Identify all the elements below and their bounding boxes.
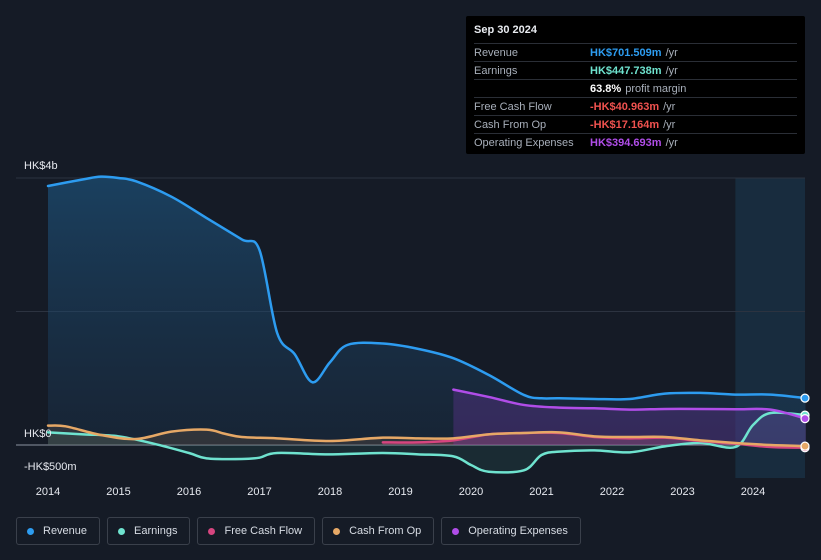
x-tick-label: 2023 <box>670 486 694 498</box>
legend-label: Revenue <box>43 525 88 537</box>
tooltip-row-unit: /yr <box>663 100 676 113</box>
tooltip-row-label: Free Cash Flow <box>474 100 552 113</box>
tooltip-row-unit: /yr <box>665 136 678 149</box>
tooltip-date: Sep 30 2024 <box>474 24 537 36</box>
revenue-area <box>48 176 806 445</box>
revenue-line <box>46 175 808 401</box>
x-tick-label: 2020 <box>459 486 483 498</box>
x-tick-label: 2022 <box>600 486 624 498</box>
tooltip-row-label: Operating Expenses <box>474 136 574 149</box>
legend-label: Free Cash Flow <box>224 525 303 537</box>
legend-dot-icon <box>208 527 216 535</box>
legend-item-cash-from-op[interactable]: Cash From Op <box>322 517 435 545</box>
y-axis-label-zero: HK$0 <box>24 428 52 440</box>
x-tick-label: 2016 <box>177 486 201 498</box>
tooltip-row: Cash From Op -HK$17.164m/yr <box>474 115 797 133</box>
x-tick-label: 2014 <box>36 486 60 498</box>
legend-dot-icon <box>118 527 126 535</box>
legend-dot-icon <box>452 527 460 535</box>
tooltip-row-value: HK$447.738m <box>590 64 662 77</box>
tooltip-row: 63.8% profit margin <box>474 79 797 97</box>
operating-expenses-line <box>452 388 808 420</box>
legend-label: Earnings <box>134 525 178 537</box>
legend-dot-icon <box>27 527 34 535</box>
revenue-end-marker <box>800 393 810 403</box>
legend-item-operating-expenses[interactable]: Operating Expenses <box>441 517 581 545</box>
tooltip-row-value: HK$701.509m <box>590 46 662 59</box>
cash-from-op-line <box>46 424 808 448</box>
tooltip-row-label: Earnings <box>474 64 518 77</box>
tooltip-panel: Sep 30 2024 Revenue HK$701.509m/yr Earning… <box>466 16 805 154</box>
legend-item-earnings[interactable]: Earnings <box>107 517 191 545</box>
x-tick-label: 2018 <box>318 486 342 498</box>
tooltip-row-value: -HK$40.963m <box>590 100 660 113</box>
tooltip-row-unit: /yr <box>665 64 678 77</box>
tooltip-row-unit: /yr <box>663 118 676 131</box>
tooltip-row-unit: /yr <box>665 46 678 59</box>
tooltip-row-value: 63.8% <box>590 82 622 95</box>
legend-item-free-cash-flow[interactable]: Free Cash Flow <box>197 517 316 545</box>
x-tick-label: 2015 <box>106 486 130 498</box>
cash-from-op-end-marker <box>800 441 810 451</box>
legend-dot-icon <box>333 527 341 535</box>
legend-label: Operating Expenses <box>468 525 568 537</box>
operating-expenses-end-marker <box>800 414 810 424</box>
tooltip-row: Earnings HK$447.738m/yr <box>474 61 797 79</box>
legend: Revenue Earnings Free Cash Flow Cash From O… <box>16 517 581 545</box>
y-axis-label-bottom: -HK$500m <box>24 461 77 473</box>
tooltip-row: Free Cash Flow -HK$40.963m/yr <box>474 97 797 115</box>
tooltip-row-label: Cash From Op <box>474 118 547 131</box>
tooltip-row-unit: profit margin <box>625 82 687 95</box>
x-tick-label: 2021 <box>529 486 553 498</box>
tooltip-row-value: -HK$17.164m <box>590 118 660 131</box>
earnings-area <box>48 412 806 473</box>
tooltip-row-label: Revenue <box>474 46 519 59</box>
x-tick-label: 2024 <box>741 486 765 498</box>
tooltip-row: Revenue HK$701.509m/yr <box>474 43 797 61</box>
legend-label: Cash From Op <box>349 525 422 537</box>
x-tick-label: 2017 <box>247 486 271 498</box>
y-axis-label-top: HK$4b <box>24 160 58 172</box>
tooltip-row-value: HK$394.693m <box>590 136 662 149</box>
tooltip-row: Operating Expenses HK$394.693m/yr <box>474 133 797 151</box>
legend-item-revenue[interactable]: Revenue <box>16 517 101 545</box>
cash-from-op-area <box>48 425 806 447</box>
x-tick-label: 2019 <box>388 486 412 498</box>
earnings-line <box>46 411 808 474</box>
